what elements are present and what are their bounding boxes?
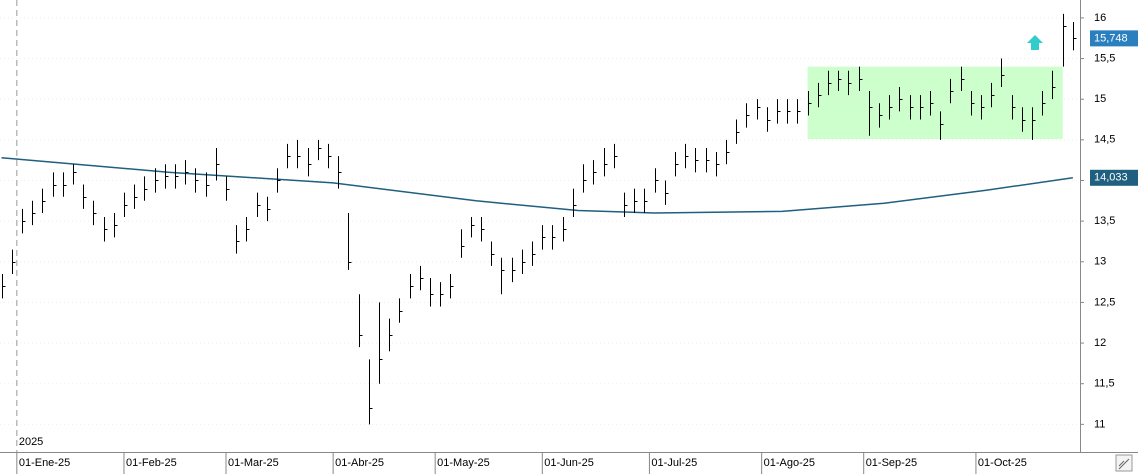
moving-average-line (1, 156, 1073, 214)
x-tick-label: 01-Sep-25 (866, 457, 917, 469)
plot-area (0, 0, 1080, 452)
scroll-button[interactable] (1115, 454, 1133, 472)
y-tick-label: 12 (1094, 337, 1106, 349)
x-tick-label: 01-Jul-25 (651, 457, 697, 469)
x-tick-label: 01-Ene-25 (19, 457, 70, 469)
y-tick-label: 11,5 (1094, 378, 1115, 390)
last-price-badge-label: 15,748 (1094, 32, 1128, 44)
x-tick-label: 01-Ago-25 (764, 457, 815, 469)
y-tick-label: 12,5 (1094, 296, 1115, 308)
x-tick-label: 01-Oct-25 (978, 457, 1027, 469)
y-tick-label: 15,5 (1094, 52, 1115, 64)
ma-last-badge-label: 14,033 (1094, 172, 1128, 184)
y-tick-label: 13,5 (1094, 215, 1115, 227)
x-tick-label: 01-May-25 (437, 457, 490, 469)
highlight-box (807, 66, 1063, 140)
up-arrow-icon (1027, 35, 1043, 50)
y-tick-label: 11 (1094, 418, 1105, 430)
x-tick-label: 01-Abr-25 (335, 457, 384, 469)
x-tick-label: 01-Feb-25 (126, 457, 177, 469)
y-tick-label: 14,5 (1094, 134, 1115, 146)
last-price-badge (1090, 30, 1138, 47)
y-tick-label: 13 (1094, 256, 1106, 268)
y-tick-label: 16 (1094, 12, 1106, 24)
ma-last-badge (1090, 169, 1138, 186)
x-tick-label: 01-Mar-25 (228, 457, 279, 469)
year-label: 2025 (19, 436, 43, 448)
y-tick-label: 15 (1094, 93, 1106, 105)
scroll-icon (1118, 458, 1130, 470)
x-tick-label: 01-Jun-25 (544, 457, 594, 469)
